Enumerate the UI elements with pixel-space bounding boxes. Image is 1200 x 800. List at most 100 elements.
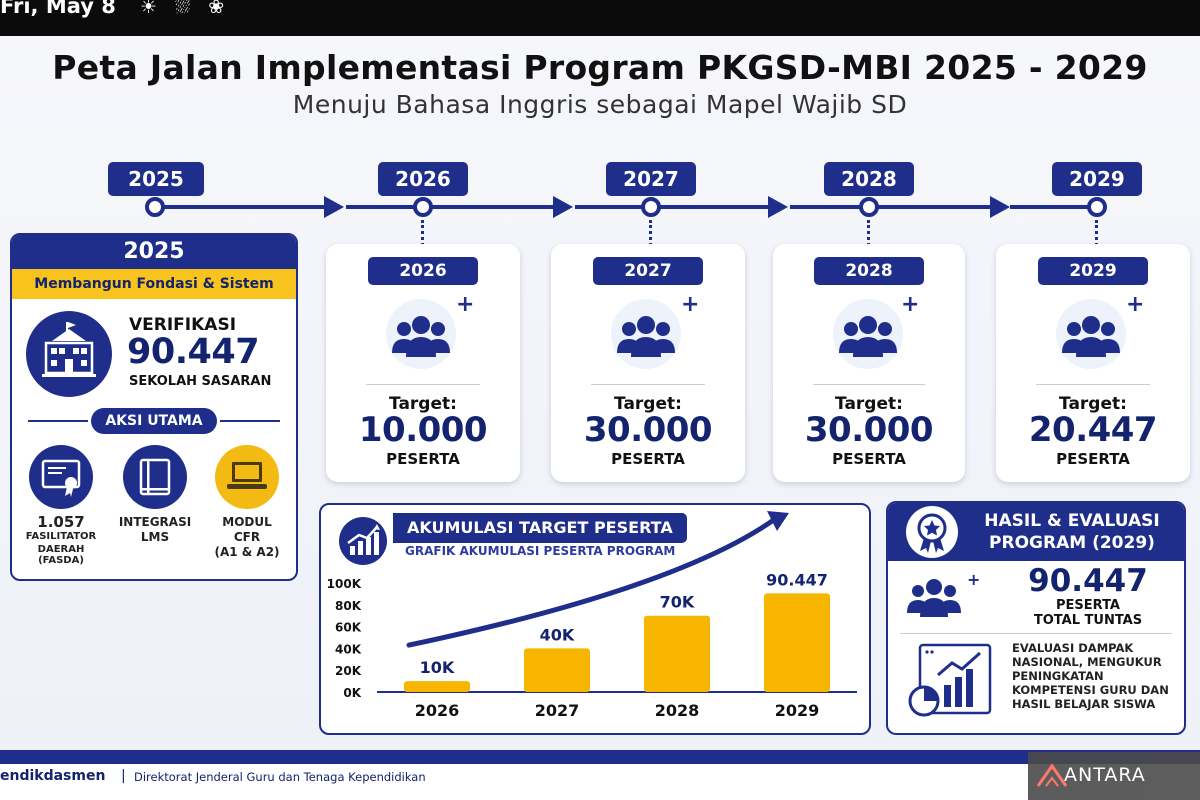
timeline-segment [790,205,992,209]
verification-value: 90.447 [127,332,260,372]
action-cfr-line3: (A1 & A2) [214,545,280,559]
timeline-connector [1095,220,1098,246]
target-card-2026: 2026 + Target: 10.000 PESERTA [326,244,520,482]
x-tick-label-2028: 2028 [655,701,700,720]
actions-title: AKSI UTAMA [91,408,217,434]
target-value: 30.000 [583,410,713,450]
timeline-arrow-icon [553,196,573,218]
action-lms-line1: INTEGRASI [118,515,192,529]
target-unit: PESERTA [1056,450,1130,468]
analytics-dashboard-icon [900,641,1004,731]
timeline-year-2026: 2026 [378,162,468,196]
timeline-connector [867,220,870,246]
status-bar: Fri, May 8 ☀ ⛆ ❀ [0,0,1200,36]
award-medal-icon [906,506,958,558]
y-tick-label: 40K [335,642,362,656]
date-text: Fri, May 8 [0,0,116,18]
divider [900,633,1172,634]
divider [220,420,280,422]
target-label: Target: [1059,394,1127,414]
timeline-segment [1010,205,1098,209]
people-icon [386,299,456,369]
timeline-connector [649,220,652,246]
action-fasda-line1: FASILITATOR [25,531,97,542]
y-tick-label: 60K [335,621,362,635]
antara-watermark [1028,752,1200,800]
data-label-2028: 70K [660,593,695,612]
timeline-node [145,197,165,217]
data-label-2029: 90.447 [766,570,828,589]
timeline-arrow-icon [324,196,344,218]
bar-chart: 0K 20K 40K 60K 80K 100K 10K 2026 40K 2027 70K 2028 9… [327,511,857,720]
growth-chart-icon [339,517,387,565]
divider [813,384,925,385]
plus-icon: + [901,292,920,317]
target-card-2027: 2027 + Target: 30.000 PESERTA [551,244,745,482]
x-tick-label-2026: 2026 [415,701,460,720]
bar-2027 [524,648,590,692]
book-icon [123,445,187,509]
results-value: 90.447 [1028,563,1148,599]
target-card-year: 2027 [593,257,703,285]
target-unit: PESERTA [832,450,906,468]
timeline-segment [346,205,560,209]
target-label: Target: [614,394,682,414]
y-tick-label: 20K [335,664,362,678]
target-unit: PESERTA [386,450,460,468]
y-tick-label: 0K [343,686,361,700]
people-icon [1056,299,1126,369]
results-label2: TOTAL TUNTAS [1033,613,1143,628]
phase-2025-card: 2025 Membangun Fondasi & Sistem VERIFIKA… [10,233,298,581]
target-card-year: 2026 [368,257,478,285]
plus-icon: + [681,292,700,317]
results-2029-card: HASIL & EVALUASI PROGRAM (2029) + 90.447… [886,501,1186,735]
results-title: HASIL & EVALUASI PROGRAM (2029) [984,511,1160,553]
timeline-node [1087,197,1107,217]
x-tick-label-2029: 2029 [775,701,820,720]
divider [28,420,88,422]
divider [1036,384,1150,385]
data-label-2026: 10K [420,658,455,677]
divider [591,384,705,385]
target-label: Target: [389,394,457,414]
y-tick-label: 80K [335,599,362,613]
timeline-arrow-icon [768,196,788,218]
target-unit: PESERTA [611,450,685,468]
verification-label: VERIFIKASI [129,315,237,335]
verification-unit: SEKOLAH SASARAN [129,374,272,389]
data-label-2027: 40K [540,625,575,644]
phase-2025-year: 2025 [12,235,296,269]
timeline-year-2028: 2028 [824,162,914,196]
accumulation-chart-card: 0K 20K 40K 60K 80K 100K 10K 2026 40K 2027 70K 2028 9… [319,503,871,735]
bar-2029 [764,593,830,692]
svg-text:+: + [967,573,980,589]
x-tick-label-2027: 2027 [535,701,580,720]
timeline-node [413,197,433,217]
target-label: Target: [835,394,903,414]
timeline-segment [575,205,775,209]
certificate-icon [29,445,93,509]
timeline-node [859,197,879,217]
action-cfr-line1: MODUL [222,515,272,529]
action-fasda-value: 1.057 [37,513,85,531]
phase-2025-theme: Membangun Fondasi & Sistem [12,269,296,299]
timeline-year-2027: 2027 [606,162,696,196]
school-building-icon [26,311,112,397]
results-header: HASIL & EVALUASI PROGRAM (2029) [888,503,1184,561]
footer-bar [0,750,1200,764]
footer: endikdasmen | Direktorat Jenderal Guru d… [0,750,1200,800]
plus-icon: + [456,292,475,317]
chart-subtitle: GRAFIK AKUMULASI PESERTA PROGRAM [405,544,676,558]
target-value: 10.000 [358,410,488,450]
timeline-arrow-icon [990,196,1010,218]
action-fasda-line2: DAERAH (FASDA) [37,544,85,566]
page-title: Peta Jalan Implementasi Program PKGSD-MB… [52,48,1148,87]
laptop-icon [215,445,279,509]
timeline-node [641,197,661,217]
plus-icon: + [1126,292,1145,317]
y-tick-label: 100K [327,577,362,591]
people-icon [611,299,681,369]
target-card-year: 2029 [1038,257,1148,285]
target-value: 30.000 [804,410,934,450]
target-card-2029: 2029 + Target: 20.447 PESERTA [996,244,1190,482]
